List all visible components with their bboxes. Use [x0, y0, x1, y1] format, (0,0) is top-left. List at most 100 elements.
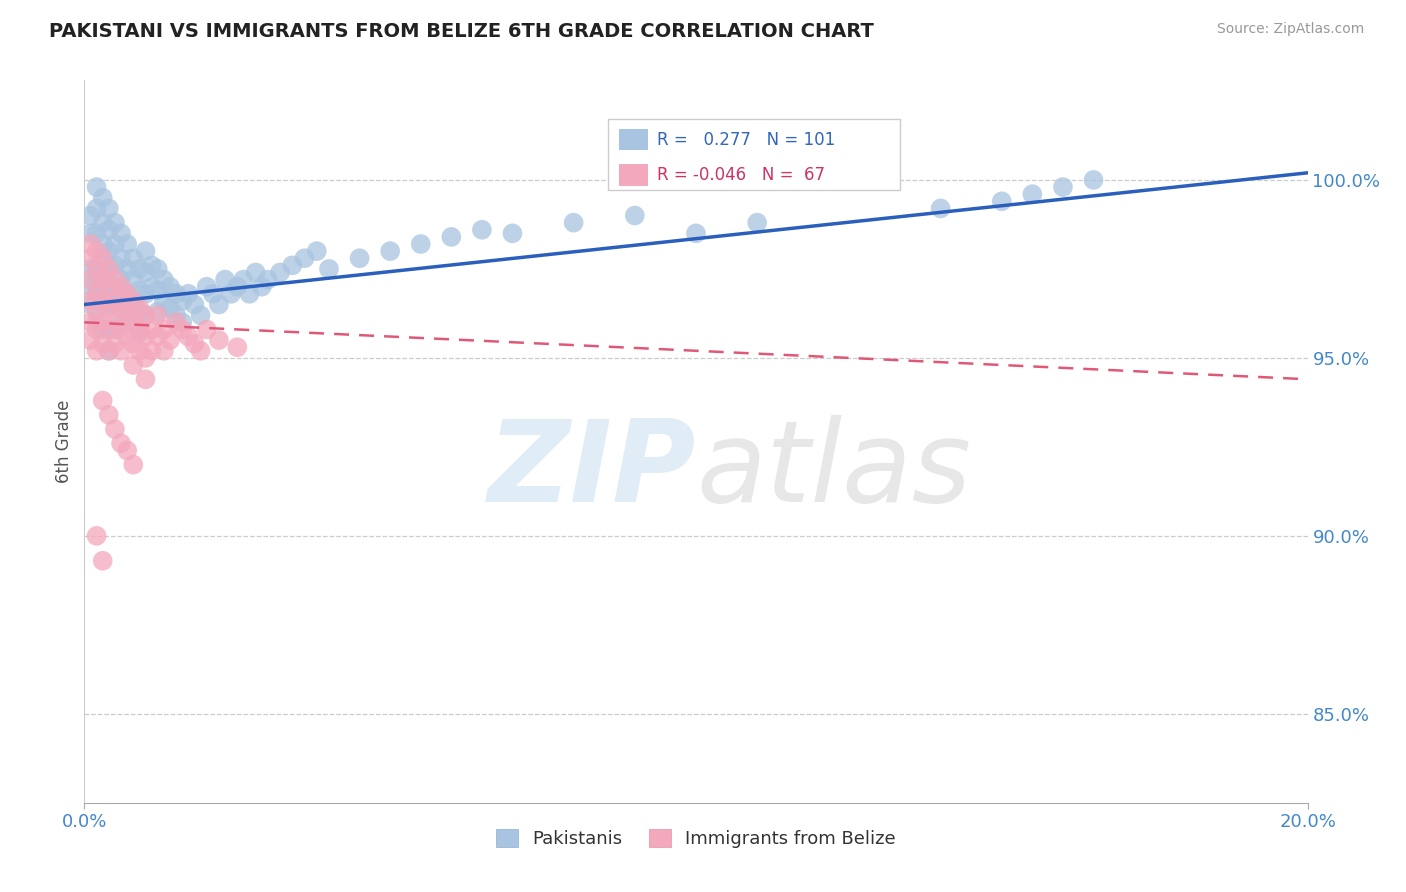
Point [122, 252, 145, 266]
Point [122, 272, 145, 286]
Point [183, 336, 205, 351]
Point [115, 237, 138, 252]
Point [104, 279, 127, 293]
Point [86, 286, 108, 301]
Point [135, 308, 157, 322]
Point [146, 261, 169, 276]
Point [122, 458, 145, 472]
Point [146, 329, 169, 343]
Point [91, 315, 114, 329]
Point [91, 336, 114, 351]
Point [97, 301, 120, 315]
Point [79, 293, 101, 308]
Point [104, 315, 127, 329]
Point [122, 293, 145, 308]
Point [165, 286, 187, 301]
Point [219, 286, 242, 301]
Point [115, 286, 138, 301]
Point [86, 272, 108, 286]
Point [97, 279, 120, 293]
Point [128, 343, 150, 358]
Point [97, 343, 120, 358]
Point [79, 227, 101, 241]
Point [141, 322, 163, 336]
Point [104, 237, 127, 252]
Point [97, 223, 120, 237]
FancyBboxPatch shape [619, 164, 648, 186]
Point [159, 333, 181, 347]
Point [91, 191, 114, 205]
Point [86, 202, 108, 216]
Point [269, 265, 291, 279]
Text: atlas: atlas [696, 415, 972, 526]
Point [195, 279, 218, 293]
Point [128, 304, 150, 318]
Point [232, 272, 254, 286]
Point [86, 304, 108, 318]
Point [172, 293, 194, 308]
Point [685, 227, 707, 241]
Point [115, 443, 138, 458]
Point [91, 322, 114, 336]
Point [97, 202, 120, 216]
Point [97, 408, 120, 422]
Point [115, 286, 138, 301]
Point [141, 279, 163, 293]
Point [294, 252, 316, 266]
Point [409, 237, 432, 252]
Point [79, 315, 101, 329]
Point [115, 308, 138, 322]
Point [165, 315, 187, 329]
Point [226, 340, 249, 354]
Point [86, 529, 108, 543]
Point [318, 261, 340, 276]
Point [250, 279, 273, 293]
Point [91, 293, 114, 308]
Point [190, 308, 212, 322]
Point [195, 322, 218, 336]
Point [97, 279, 120, 293]
Point [153, 343, 176, 358]
Point [141, 343, 163, 358]
Point [128, 322, 150, 336]
Point [110, 252, 132, 266]
Point [177, 286, 200, 301]
Point [110, 279, 132, 293]
Point [159, 301, 181, 315]
Point [97, 261, 120, 276]
Point [226, 279, 249, 293]
Point [562, 216, 585, 230]
Point [245, 265, 267, 279]
Point [115, 308, 138, 322]
Point [135, 265, 157, 279]
Point [122, 315, 145, 329]
Point [1083, 173, 1105, 187]
Point [440, 230, 463, 244]
Point [502, 227, 524, 241]
Point [122, 358, 145, 372]
Point [190, 343, 212, 358]
Point [929, 202, 952, 216]
Point [91, 393, 114, 408]
Point [135, 351, 157, 365]
Point [135, 372, 157, 386]
Point [183, 297, 205, 311]
Point [991, 194, 1014, 209]
Point [153, 293, 176, 308]
Point [86, 322, 108, 336]
Point [305, 244, 328, 259]
Point [91, 252, 114, 266]
Point [1052, 180, 1074, 194]
Point [110, 293, 132, 308]
Point [349, 252, 371, 266]
Point [104, 216, 127, 230]
Point [79, 272, 101, 286]
Point [91, 272, 114, 286]
Point [747, 216, 769, 230]
Point [104, 297, 127, 311]
Text: R =   0.277   N = 101: R = 0.277 N = 101 [657, 130, 835, 149]
Point [79, 279, 101, 293]
Point [201, 286, 224, 301]
Point [110, 436, 132, 450]
Legend: Pakistanis, Immigrants from Belize: Pakistanis, Immigrants from Belize [489, 822, 903, 855]
